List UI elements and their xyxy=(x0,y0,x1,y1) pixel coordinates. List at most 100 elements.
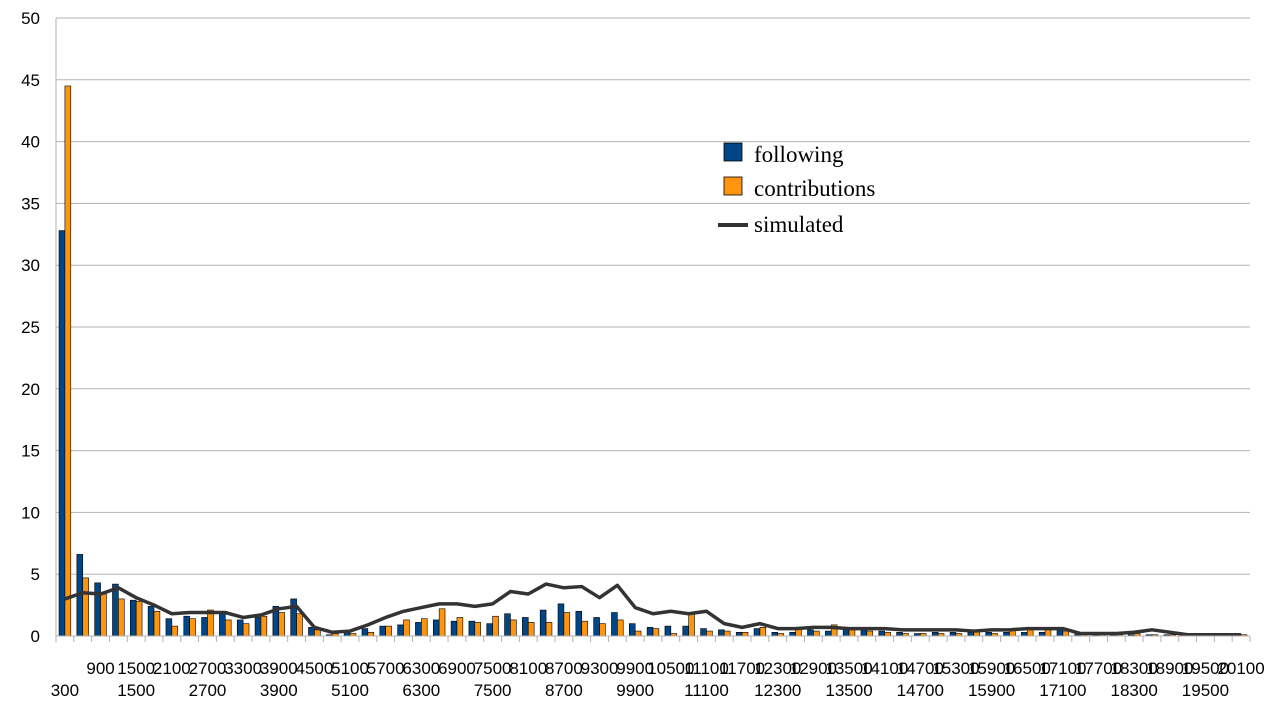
x-tick-label: 20100 xyxy=(1217,659,1264,678)
x-tick-label: 9900 xyxy=(616,659,654,678)
bar-contributions xyxy=(884,631,891,637)
bar-following xyxy=(700,628,707,637)
x-tick-label: 1500 xyxy=(117,659,155,678)
bar-following xyxy=(522,617,529,637)
bar-following xyxy=(397,624,404,637)
bar-following xyxy=(361,628,369,637)
x-tick-label: 4500 xyxy=(295,659,333,678)
bar-following xyxy=(1021,631,1028,637)
legend-swatch-contributions xyxy=(723,176,743,196)
x-tick-label: 300 xyxy=(51,681,79,700)
bar-following xyxy=(628,623,636,637)
y-tick-label: 20 xyxy=(21,380,40,399)
bar-contributions xyxy=(64,85,72,637)
bar-following xyxy=(219,612,226,637)
bar-following xyxy=(949,631,957,637)
x-tick-label: 14700 xyxy=(897,659,944,678)
bar-contributions xyxy=(385,625,392,637)
bar-following xyxy=(896,631,903,637)
bar-contributions xyxy=(866,630,874,637)
bar-contributions xyxy=(652,628,660,637)
bar-contributions xyxy=(581,620,588,637)
grid-lines xyxy=(56,17,1250,637)
bar-contributions xyxy=(474,622,481,637)
x-tick-label: 15900 xyxy=(968,681,1015,700)
bar-contributions xyxy=(545,622,553,637)
bar-following xyxy=(147,606,155,637)
bar-following xyxy=(967,631,975,637)
legend: following contributions simulated xyxy=(718,142,875,237)
bar-following xyxy=(860,629,868,637)
bar-contributions xyxy=(278,612,285,637)
bar-following xyxy=(735,631,743,637)
x-tick-label: 9900 xyxy=(616,681,654,700)
bar-contributions xyxy=(118,598,125,637)
x-tick-label: 3900 xyxy=(260,681,298,700)
x-tick-label: 13500 xyxy=(825,681,872,700)
x-tick-label: 2700 xyxy=(189,659,227,678)
x-tick-label: 12900 xyxy=(790,659,837,678)
bar-contributions xyxy=(510,619,517,637)
bar-contributions xyxy=(741,631,749,637)
bar-following xyxy=(1038,631,1046,637)
bar-contributions xyxy=(634,630,642,637)
bar-following xyxy=(718,629,725,637)
bar-contributions xyxy=(527,622,535,637)
series-line-simulated xyxy=(64,582,1242,637)
bar-following xyxy=(94,582,101,637)
x-axis: 900 1500210027003300390045005100570063006… xyxy=(51,635,1265,700)
bar-contributions xyxy=(1044,629,1052,637)
bar-contributions xyxy=(848,629,856,637)
bar-following xyxy=(504,613,511,637)
legend-label-simulated: simulated xyxy=(754,212,844,237)
x-tick-label: 10500 xyxy=(647,659,694,678)
bar-contributions xyxy=(242,623,250,637)
x-tick-label: 18300 xyxy=(1111,659,1158,678)
y-tick-label: 50 xyxy=(21,9,40,28)
x-tick-label: 11700 xyxy=(719,659,765,678)
x-tick-label: 7500 xyxy=(474,681,512,700)
x-tick-label: 19500 xyxy=(1182,681,1229,700)
bar-following xyxy=(771,631,779,637)
x-tick-label: 11100 xyxy=(684,681,729,700)
x-tick-label: 18900 xyxy=(1146,659,1193,678)
bar-contributions xyxy=(759,627,767,637)
x-tick-label: 8100 xyxy=(509,659,547,678)
bar-following xyxy=(682,625,689,637)
bar-following xyxy=(575,610,583,637)
bars xyxy=(58,85,1248,637)
bar-following xyxy=(58,230,66,637)
bar-following xyxy=(985,631,992,637)
bar-following xyxy=(236,619,244,637)
x-tick-label: 14700 xyxy=(897,681,944,700)
x-tick-label: 14100 xyxy=(861,659,908,678)
bar-contributions xyxy=(456,617,464,637)
x-tick-label: 5700 xyxy=(367,659,405,678)
legend-swatch-following xyxy=(723,142,743,162)
bar-following xyxy=(183,615,190,637)
legend-label-contributions: contributions xyxy=(754,176,875,201)
bar-contributions xyxy=(314,629,321,637)
bar-following xyxy=(807,629,814,637)
bar-contributions xyxy=(813,630,820,637)
x-tick-label: 900 xyxy=(86,659,114,678)
bar-following xyxy=(290,598,297,637)
bar-contributions xyxy=(82,577,89,637)
x-tick-label: 5100 xyxy=(331,659,369,678)
y-tick-label: 40 xyxy=(21,133,40,152)
x-tick-label: 15900 xyxy=(968,659,1015,678)
bar-following xyxy=(254,617,262,637)
bar-contributions xyxy=(1062,630,1070,637)
x-tick-label: 11100 xyxy=(684,659,729,678)
bar-contributions xyxy=(563,612,571,637)
bar-following xyxy=(753,628,761,637)
bar-contributions xyxy=(421,618,428,637)
bar-following xyxy=(432,619,440,637)
x-tick-label: 5100 xyxy=(331,681,369,700)
y-tick-label: 30 xyxy=(21,256,40,275)
bar-following xyxy=(165,618,173,637)
bar-following xyxy=(878,630,885,637)
bar-contributions xyxy=(189,618,196,637)
x-tick-label: 6900 xyxy=(438,659,476,678)
